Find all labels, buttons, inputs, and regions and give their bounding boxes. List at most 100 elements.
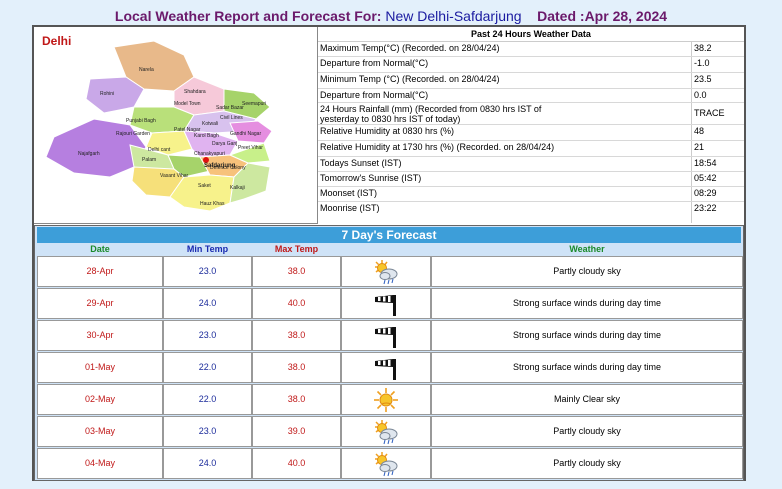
past-row-min-temp: Minimum Temp (°C) (Recorded. on 28/04/24… [318,73,744,89]
forecast-date: 01-May [37,352,163,383]
map-label-safdarjung: Safdarjung [204,163,236,169]
forecast-min-temp: 24.0 [163,288,252,319]
forecast-row: 29-Apr 24.0 40.0 Strong surface winds durin… [37,288,743,319]
col-header-max-temp: Max Temp [274,244,319,254]
forecast-icon-cell [341,256,431,287]
forecast-icon-cell [341,384,431,415]
map-label-sadar-bazar: Sadar Bazar [216,105,244,111]
windsock-icon [373,327,399,351]
forecast-max-temp: 38.0 [252,320,341,351]
past-24h-title: Past 24 Hours Weather Data [318,27,744,42]
past-row-max-temp: Maximum Temp(°C) (Recorded. on 28/04/24)… [318,42,744,57]
map-label-seemapuri: Seemapuri [242,101,266,107]
past-row-moonrise: Moonrise (IST) 23:22 [320,203,717,213]
forecast-date: 02-May [37,384,163,415]
forecast-icon-cell [341,352,431,383]
map-label-kotwali: Kotwali [202,121,218,127]
forecast-max-temp: 38.0 [252,384,341,415]
partly-cloudy-icon [373,260,399,287]
station-name[interactable]: New Delhi-Safdarjung [385,8,522,24]
forecast-date: 04-May [37,448,163,479]
col-header-weather: Weather [569,244,605,254]
col-header-date: Date [90,244,110,254]
forecast-date: 29-Apr [37,288,163,319]
forecast-title: 7 Day's Forecast [37,227,741,243]
past-row-sunrise: Tomorrow's Sunrise (IST) 05:42 [318,172,744,187]
forecast-row: 30-Apr 23.0 38.0 Strong surface winds durin… [37,320,743,351]
past-24h-panel: Past 24 Hours Weather Data Maximum Temp(… [318,27,744,223]
map-label-model-town: Model Town [174,101,201,107]
past-row-sunset: Todays Sunset (IST) 18:54 [318,157,744,172]
past-row-rainfall: 24 Hours Rainfall (mm) (Recorded from 08… [318,103,744,125]
forecast-weather: Partly cloudy sky [431,416,743,447]
map-label-gandhi-nagar: Gandhi Nagar [230,131,261,137]
map-label-chanakyapuri: Chanakyapuri [194,151,225,157]
map-label-karol-bagh: Karol Bagh [194,133,219,139]
partly-cloudy-icon [373,452,399,479]
windsock-icon [373,295,399,319]
report-date: Dated :Apr 28, 2024 [537,8,668,24]
map-label-palam: Palam [142,157,156,163]
forecast-min-temp: 23.0 [163,256,252,287]
forecast-icon-cell [341,416,431,447]
map-title: Delhi [42,34,71,48]
map-label-defence-colony: Defence Colony [210,165,246,171]
forecast-row: 28-Apr 23.0 38.0 Partly cloudy sky [37,256,743,287]
map-label-patel-nagar: Patel Nagar [174,127,201,133]
report-panel: Delhi Narela Rohini Shahdara Model Town … [32,25,746,481]
forecast-date: 03-May [37,416,163,447]
forecast-max-temp: 40.0 [252,288,341,319]
forecast-date: 28-Apr [37,256,163,287]
forecast-min-temp: 23.0 [163,416,252,447]
delhi-district-map: Delhi Narela Rohini Shahdara Model Town … [34,27,318,224]
map-label-rohini: Rohini [100,91,114,97]
map-label-delhi-cant: Delhi cant [148,147,171,153]
forecast-min-temp: 22.0 [163,352,252,383]
title-prefix: Local Weather Report and Forecast For: [114,8,382,24]
map-label-najafgarh: Najafgarh [78,151,100,157]
forecast-min-temp: 24.0 [163,448,252,479]
forecast-date: 30-Apr [37,320,163,351]
forecast-row: 04-May 24.0 40.0 Partly cloudy sky [37,448,743,479]
forecast-max-temp: 38.0 [252,256,341,287]
col-header-min-temp: Min Temp [186,244,229,254]
forecast-icon-cell [341,448,431,479]
forecast-max-temp: 39.0 [252,416,341,447]
map-label-hauz-khas: Hauz Khas [200,201,225,207]
forecast-min-temp: 22.0 [163,384,252,415]
map-label-kalkaji: Kalkaji [230,185,245,191]
map-label-preet-vihar: Preet Vihar [238,145,263,151]
map-label-narela: Narela [139,67,154,73]
forecast-min-temp: 23.0 [163,320,252,351]
map-label-vasant-vihar: Vasant Vihar [160,173,189,179]
past-row-min-departure: Departure from Normal(°C) 0.0 [318,89,744,103]
forecast-max-temp: 40.0 [252,448,341,479]
map-graphic: Delhi Narela Rohini Shahdara Model Town … [42,34,273,212]
past-row-max-departure: Departure from Normal(°C) -1.0 [318,57,744,73]
forecast-row: 02-May 22.0 38.0 Mainly Clear sky [37,384,743,415]
forecast-weather: Partly cloudy sky [431,448,743,479]
forecast-weather: Partly cloudy sky [431,256,743,287]
forecast-row: 03-May 23.0 39.0 Partly cloudy sky [37,416,743,447]
forecast-max-temp: 38.0 [252,352,341,383]
past-row-rh-1730: Relative Humidity at 1730 hrs (%) (Recor… [318,141,744,157]
windsock-icon [373,359,399,383]
sun-icon [373,388,399,415]
map-label-civil-lines: Civil Lines [220,115,243,121]
past-row-rh-0830: Relative Humidity at 0830 hrs (%) 48 [318,125,744,141]
forecast-panel: 7 Day's Forecast Date Min Temp Max Temp … [34,225,744,481]
forecast-weather: Mainly Clear sky [431,384,743,415]
map-label-punjabi-bagh: Punjabi Bagh [126,118,156,124]
forecast-weather: Strong surface winds during day time [431,352,743,383]
report-title: Local Weather Report and Forecast For: N… [0,8,782,24]
partly-cloudy-icon [373,420,399,447]
forecast-row: 01-May 22.0 38.0 Strong surface winds durin… [37,352,743,383]
forecast-weather: Strong surface winds during day time [431,320,743,351]
map-label-saket: Saket [198,183,211,189]
map-label-rajouri-garden: Rajouri Garden [116,131,150,137]
forecast-icon-cell [341,288,431,319]
map-label-darya-ganj: Darya Ganj [212,141,237,147]
forecast-icon-cell [341,320,431,351]
map-label-shahdara: Shahdara [184,89,206,95]
forecast-weather: Strong surface winds during day time [431,288,743,319]
